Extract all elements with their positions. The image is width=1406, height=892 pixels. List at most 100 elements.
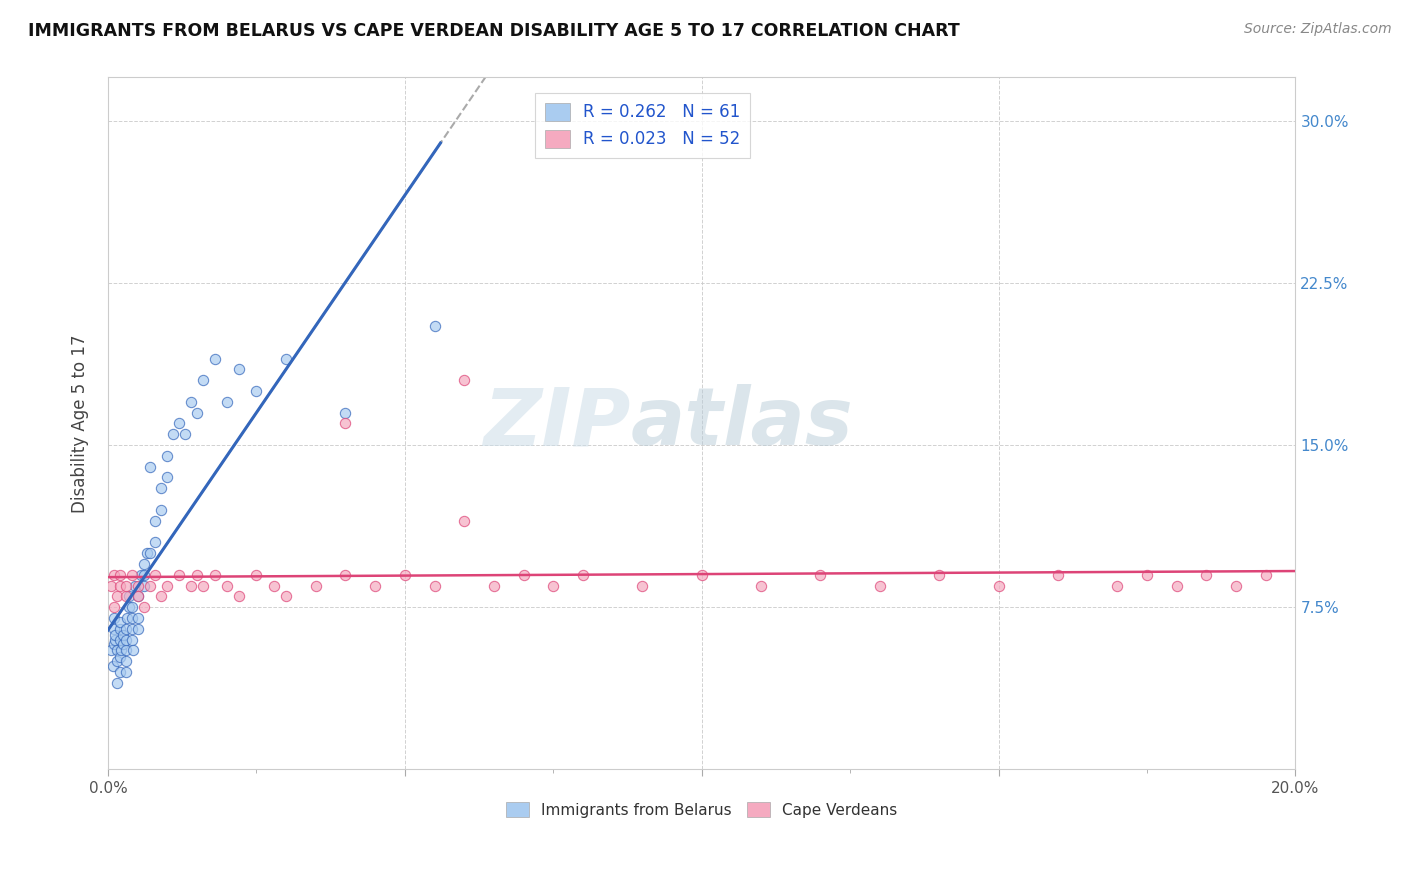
Point [1107, 578, 1129, 592]
Point [101, 658, 124, 673]
Point [121, 567, 143, 582]
Point [215, 578, 238, 592]
Text: ZIP: ZIP [484, 384, 630, 462]
Point [928, 567, 950, 582]
Point [129, 567, 152, 582]
Point [215, 394, 238, 409]
Point [1195, 567, 1218, 582]
Point [245, 384, 267, 398]
Point [423, 578, 446, 592]
Point [108, 632, 131, 647]
Point [482, 578, 505, 592]
Point [103, 567, 125, 582]
Point [138, 459, 160, 474]
Point [174, 427, 197, 442]
Point [108, 622, 131, 636]
Point [1225, 578, 1247, 592]
Legend: Immigrants from Belarus, Cape Verdeans: Immigrants from Belarus, Cape Verdeans [501, 796, 904, 824]
Point [121, 600, 143, 615]
Point [132, 557, 155, 571]
Point [127, 578, 149, 592]
Point [263, 578, 285, 592]
Point [104, 632, 127, 647]
Point [104, 628, 127, 642]
Point [394, 567, 416, 582]
Point [110, 643, 132, 657]
Point [228, 590, 250, 604]
Point [167, 417, 190, 431]
Text: Source: ZipAtlas.com: Source: ZipAtlas.com [1244, 22, 1392, 37]
Point [453, 514, 475, 528]
Point [810, 567, 832, 582]
Point [114, 578, 136, 592]
Point [145, 514, 167, 528]
Point [145, 535, 167, 549]
Point [335, 567, 357, 582]
Point [114, 590, 136, 604]
Text: IMMIGRANTS FROM BELARUS VS CAPE VERDEAN DISABILITY AGE 5 TO 17 CORRELATION CHART: IMMIGRANTS FROM BELARUS VS CAPE VERDEAN … [28, 22, 960, 40]
Point [162, 427, 184, 442]
Point [145, 567, 167, 582]
Point [108, 615, 131, 630]
Point [186, 567, 208, 582]
Point [167, 567, 190, 582]
Point [108, 578, 131, 592]
Point [191, 373, 214, 387]
Point [180, 394, 202, 409]
Point [138, 578, 160, 592]
Point [204, 567, 226, 582]
Point [132, 567, 155, 582]
Point [100, 578, 122, 592]
Point [364, 578, 387, 592]
Point [156, 470, 179, 484]
Point [127, 622, 149, 636]
Point [132, 578, 155, 592]
Point [749, 578, 772, 592]
Point [103, 600, 125, 615]
Point [156, 449, 179, 463]
Point [127, 590, 149, 604]
Point [274, 351, 297, 366]
Point [204, 351, 226, 366]
Point [105, 590, 128, 604]
Point [105, 654, 128, 668]
Point [122, 643, 145, 657]
Point [1166, 578, 1188, 592]
Point [132, 600, 155, 615]
Point [180, 578, 202, 592]
Point [987, 578, 1010, 592]
Point [186, 406, 208, 420]
Point [423, 319, 446, 334]
Point [111, 637, 134, 651]
Point [115, 611, 138, 625]
Point [690, 567, 713, 582]
Point [103, 637, 125, 651]
Point [114, 654, 136, 668]
Point [305, 578, 328, 592]
Point [127, 590, 149, 604]
Point [1254, 567, 1277, 582]
Point [335, 406, 357, 420]
Point [1046, 567, 1069, 582]
Point [118, 590, 141, 604]
Point [114, 665, 136, 679]
Point [121, 622, 143, 636]
Point [138, 546, 160, 560]
Point [572, 567, 595, 582]
Point [1136, 567, 1159, 582]
Point [150, 590, 173, 604]
Point [114, 622, 136, 636]
Point [103, 611, 125, 625]
Point [631, 578, 654, 592]
Point [156, 578, 179, 592]
Text: atlas: atlas [630, 384, 853, 462]
Y-axis label: Disability Age 5 to 17: Disability Age 5 to 17 [72, 334, 89, 513]
Point [127, 611, 149, 625]
Point [543, 578, 565, 592]
Point [453, 373, 475, 387]
Point [100, 643, 122, 657]
Point [105, 675, 128, 690]
Point [114, 632, 136, 647]
Point [150, 481, 173, 495]
Point [245, 567, 267, 582]
